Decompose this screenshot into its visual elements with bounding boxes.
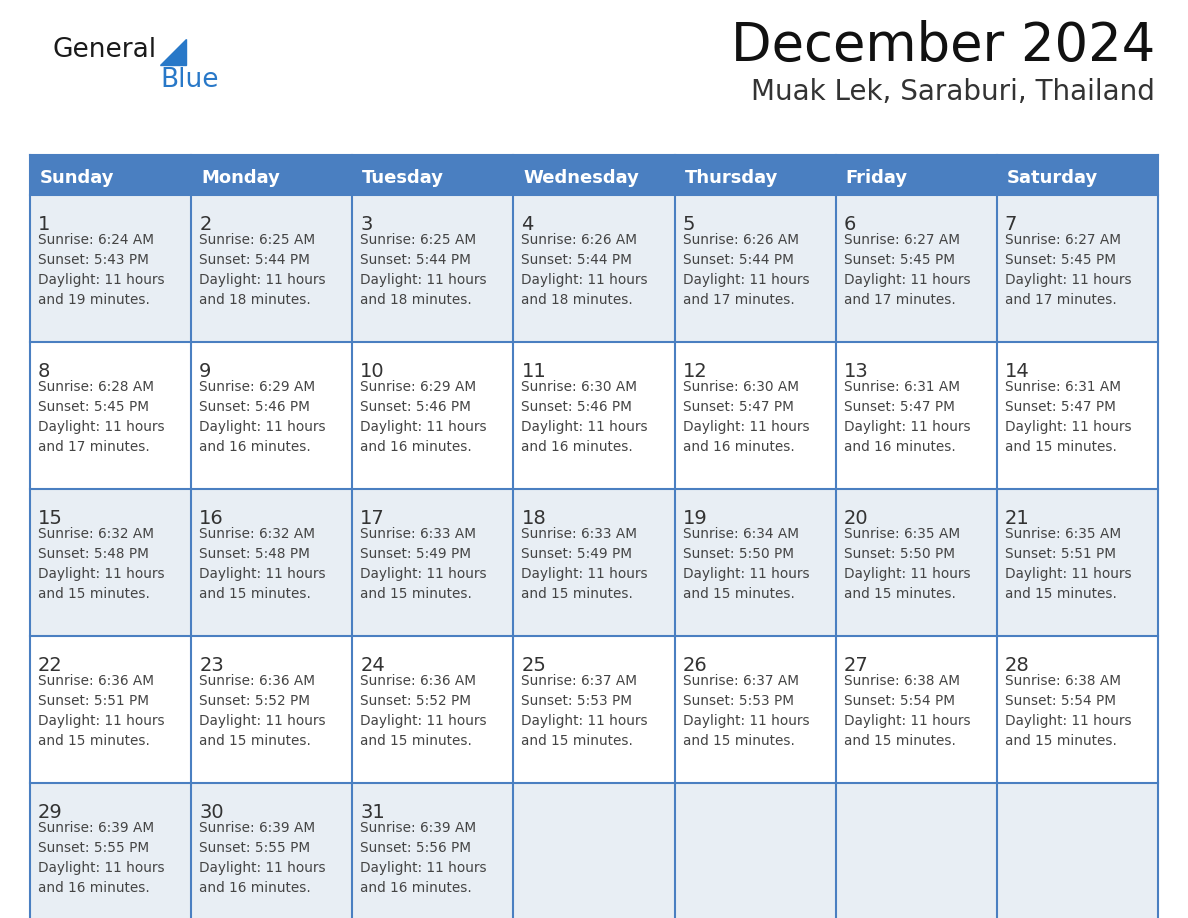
Text: General: General bbox=[52, 37, 156, 63]
Text: 7: 7 bbox=[1005, 215, 1017, 234]
Text: Sunday: Sunday bbox=[40, 169, 114, 187]
Text: Sunrise: 6:32 AM
Sunset: 5:48 PM
Daylight: 11 hours
and 15 minutes.: Sunrise: 6:32 AM Sunset: 5:48 PM Dayligh… bbox=[200, 527, 326, 601]
Text: Muak Lek, Saraburi, Thailand: Muak Lek, Saraburi, Thailand bbox=[751, 78, 1155, 106]
Text: Sunrise: 6:26 AM
Sunset: 5:44 PM
Daylight: 11 hours
and 17 minutes.: Sunrise: 6:26 AM Sunset: 5:44 PM Dayligh… bbox=[683, 233, 809, 308]
Text: 30: 30 bbox=[200, 803, 223, 822]
Text: Sunrise: 6:36 AM
Sunset: 5:52 PM
Daylight: 11 hours
and 15 minutes.: Sunrise: 6:36 AM Sunset: 5:52 PM Dayligh… bbox=[360, 674, 487, 748]
Bar bbox=[30, 783, 1158, 918]
Text: 22: 22 bbox=[38, 656, 63, 675]
Text: 25: 25 bbox=[522, 656, 546, 675]
Text: 8: 8 bbox=[38, 362, 50, 381]
Text: Sunrise: 6:30 AM
Sunset: 5:46 PM
Daylight: 11 hours
and 16 minutes.: Sunrise: 6:30 AM Sunset: 5:46 PM Dayligh… bbox=[522, 380, 647, 454]
Text: 20: 20 bbox=[843, 509, 868, 528]
Text: Blue: Blue bbox=[160, 67, 219, 93]
Text: Sunrise: 6:38 AM
Sunset: 5:54 PM
Daylight: 11 hours
and 15 minutes.: Sunrise: 6:38 AM Sunset: 5:54 PM Dayligh… bbox=[1005, 674, 1131, 748]
Text: Sunrise: 6:38 AM
Sunset: 5:54 PM
Daylight: 11 hours
and 15 minutes.: Sunrise: 6:38 AM Sunset: 5:54 PM Dayligh… bbox=[843, 674, 971, 748]
Text: Sunrise: 6:31 AM
Sunset: 5:47 PM
Daylight: 11 hours
and 16 minutes.: Sunrise: 6:31 AM Sunset: 5:47 PM Dayligh… bbox=[843, 380, 971, 454]
Text: 1: 1 bbox=[38, 215, 50, 234]
Text: 28: 28 bbox=[1005, 656, 1030, 675]
Text: Sunrise: 6:31 AM
Sunset: 5:47 PM
Daylight: 11 hours
and 15 minutes.: Sunrise: 6:31 AM Sunset: 5:47 PM Dayligh… bbox=[1005, 380, 1131, 454]
Text: Monday: Monday bbox=[201, 169, 280, 187]
Text: Sunrise: 6:36 AM
Sunset: 5:51 PM
Daylight: 11 hours
and 15 minutes.: Sunrise: 6:36 AM Sunset: 5:51 PM Dayligh… bbox=[38, 674, 165, 748]
Text: 14: 14 bbox=[1005, 362, 1030, 381]
Bar bbox=[30, 489, 1158, 636]
Text: 24: 24 bbox=[360, 656, 385, 675]
Text: Sunrise: 6:39 AM
Sunset: 5:56 PM
Daylight: 11 hours
and 16 minutes.: Sunrise: 6:39 AM Sunset: 5:56 PM Dayligh… bbox=[360, 821, 487, 895]
Text: Sunrise: 6:24 AM
Sunset: 5:43 PM
Daylight: 11 hours
and 19 minutes.: Sunrise: 6:24 AM Sunset: 5:43 PM Dayligh… bbox=[38, 233, 165, 308]
Text: Tuesday: Tuesday bbox=[362, 169, 444, 187]
Bar bbox=[30, 636, 1158, 783]
Text: Sunrise: 6:27 AM
Sunset: 5:45 PM
Daylight: 11 hours
and 17 minutes.: Sunrise: 6:27 AM Sunset: 5:45 PM Dayligh… bbox=[1005, 233, 1131, 308]
Text: Sunrise: 6:33 AM
Sunset: 5:49 PM
Daylight: 11 hours
and 15 minutes.: Sunrise: 6:33 AM Sunset: 5:49 PM Dayligh… bbox=[360, 527, 487, 601]
Text: Sunrise: 6:39 AM
Sunset: 5:55 PM
Daylight: 11 hours
and 16 minutes.: Sunrise: 6:39 AM Sunset: 5:55 PM Dayligh… bbox=[38, 821, 165, 895]
Text: Sunrise: 6:34 AM
Sunset: 5:50 PM
Daylight: 11 hours
and 15 minutes.: Sunrise: 6:34 AM Sunset: 5:50 PM Dayligh… bbox=[683, 527, 809, 601]
Text: Sunrise: 6:26 AM
Sunset: 5:44 PM
Daylight: 11 hours
and 18 minutes.: Sunrise: 6:26 AM Sunset: 5:44 PM Dayligh… bbox=[522, 233, 647, 308]
Text: 21: 21 bbox=[1005, 509, 1030, 528]
Text: Sunrise: 6:36 AM
Sunset: 5:52 PM
Daylight: 11 hours
and 15 minutes.: Sunrise: 6:36 AM Sunset: 5:52 PM Dayligh… bbox=[200, 674, 326, 748]
Polygon shape bbox=[160, 39, 187, 65]
Text: 15: 15 bbox=[38, 509, 63, 528]
Text: Sunrise: 6:39 AM
Sunset: 5:55 PM
Daylight: 11 hours
and 16 minutes.: Sunrise: 6:39 AM Sunset: 5:55 PM Dayligh… bbox=[200, 821, 326, 895]
Text: Sunrise: 6:29 AM
Sunset: 5:46 PM
Daylight: 11 hours
and 16 minutes.: Sunrise: 6:29 AM Sunset: 5:46 PM Dayligh… bbox=[200, 380, 326, 454]
Text: 16: 16 bbox=[200, 509, 223, 528]
Text: Thursday: Thursday bbox=[684, 169, 778, 187]
Text: 18: 18 bbox=[522, 509, 546, 528]
Text: Sunrise: 6:35 AM
Sunset: 5:51 PM
Daylight: 11 hours
and 15 minutes.: Sunrise: 6:35 AM Sunset: 5:51 PM Dayligh… bbox=[1005, 527, 1131, 601]
Text: 4: 4 bbox=[522, 215, 533, 234]
Text: 10: 10 bbox=[360, 362, 385, 381]
Text: 11: 11 bbox=[522, 362, 546, 381]
Text: 3: 3 bbox=[360, 215, 373, 234]
Text: Sunrise: 6:35 AM
Sunset: 5:50 PM
Daylight: 11 hours
and 15 minutes.: Sunrise: 6:35 AM Sunset: 5:50 PM Dayligh… bbox=[843, 527, 971, 601]
Text: December 2024: December 2024 bbox=[731, 20, 1155, 72]
Text: 31: 31 bbox=[360, 803, 385, 822]
Text: Sunrise: 6:27 AM
Sunset: 5:45 PM
Daylight: 11 hours
and 17 minutes.: Sunrise: 6:27 AM Sunset: 5:45 PM Dayligh… bbox=[843, 233, 971, 308]
Bar bbox=[30, 342, 1158, 489]
Text: 12: 12 bbox=[683, 362, 707, 381]
Text: 27: 27 bbox=[843, 656, 868, 675]
Text: 9: 9 bbox=[200, 362, 211, 381]
Text: Sunrise: 6:28 AM
Sunset: 5:45 PM
Daylight: 11 hours
and 17 minutes.: Sunrise: 6:28 AM Sunset: 5:45 PM Dayligh… bbox=[38, 380, 165, 454]
Text: Sunrise: 6:32 AM
Sunset: 5:48 PM
Daylight: 11 hours
and 15 minutes.: Sunrise: 6:32 AM Sunset: 5:48 PM Dayligh… bbox=[38, 527, 165, 601]
Text: Sunrise: 6:37 AM
Sunset: 5:53 PM
Daylight: 11 hours
and 15 minutes.: Sunrise: 6:37 AM Sunset: 5:53 PM Dayligh… bbox=[522, 674, 647, 748]
Text: 29: 29 bbox=[38, 803, 63, 822]
Text: Sunrise: 6:37 AM
Sunset: 5:53 PM
Daylight: 11 hours
and 15 minutes.: Sunrise: 6:37 AM Sunset: 5:53 PM Dayligh… bbox=[683, 674, 809, 748]
Bar bbox=[30, 195, 1158, 342]
Text: Friday: Friday bbox=[846, 169, 908, 187]
Text: 19: 19 bbox=[683, 509, 707, 528]
Text: 17: 17 bbox=[360, 509, 385, 528]
Text: Sunrise: 6:25 AM
Sunset: 5:44 PM
Daylight: 11 hours
and 18 minutes.: Sunrise: 6:25 AM Sunset: 5:44 PM Dayligh… bbox=[200, 233, 326, 308]
Text: Sunrise: 6:25 AM
Sunset: 5:44 PM
Daylight: 11 hours
and 18 minutes.: Sunrise: 6:25 AM Sunset: 5:44 PM Dayligh… bbox=[360, 233, 487, 308]
Text: 2: 2 bbox=[200, 215, 211, 234]
Text: Saturday: Saturday bbox=[1007, 169, 1098, 187]
Text: Sunrise: 6:30 AM
Sunset: 5:47 PM
Daylight: 11 hours
and 16 minutes.: Sunrise: 6:30 AM Sunset: 5:47 PM Dayligh… bbox=[683, 380, 809, 454]
Text: 13: 13 bbox=[843, 362, 868, 381]
Text: 26: 26 bbox=[683, 656, 707, 675]
Text: Sunrise: 6:29 AM
Sunset: 5:46 PM
Daylight: 11 hours
and 16 minutes.: Sunrise: 6:29 AM Sunset: 5:46 PM Dayligh… bbox=[360, 380, 487, 454]
Text: 23: 23 bbox=[200, 656, 223, 675]
Bar bbox=[30, 155, 1158, 195]
Text: 5: 5 bbox=[683, 215, 695, 234]
Text: Sunrise: 6:33 AM
Sunset: 5:49 PM
Daylight: 11 hours
and 15 minutes.: Sunrise: 6:33 AM Sunset: 5:49 PM Dayligh… bbox=[522, 527, 647, 601]
Text: 6: 6 bbox=[843, 215, 857, 234]
Text: Wednesday: Wednesday bbox=[524, 169, 639, 187]
